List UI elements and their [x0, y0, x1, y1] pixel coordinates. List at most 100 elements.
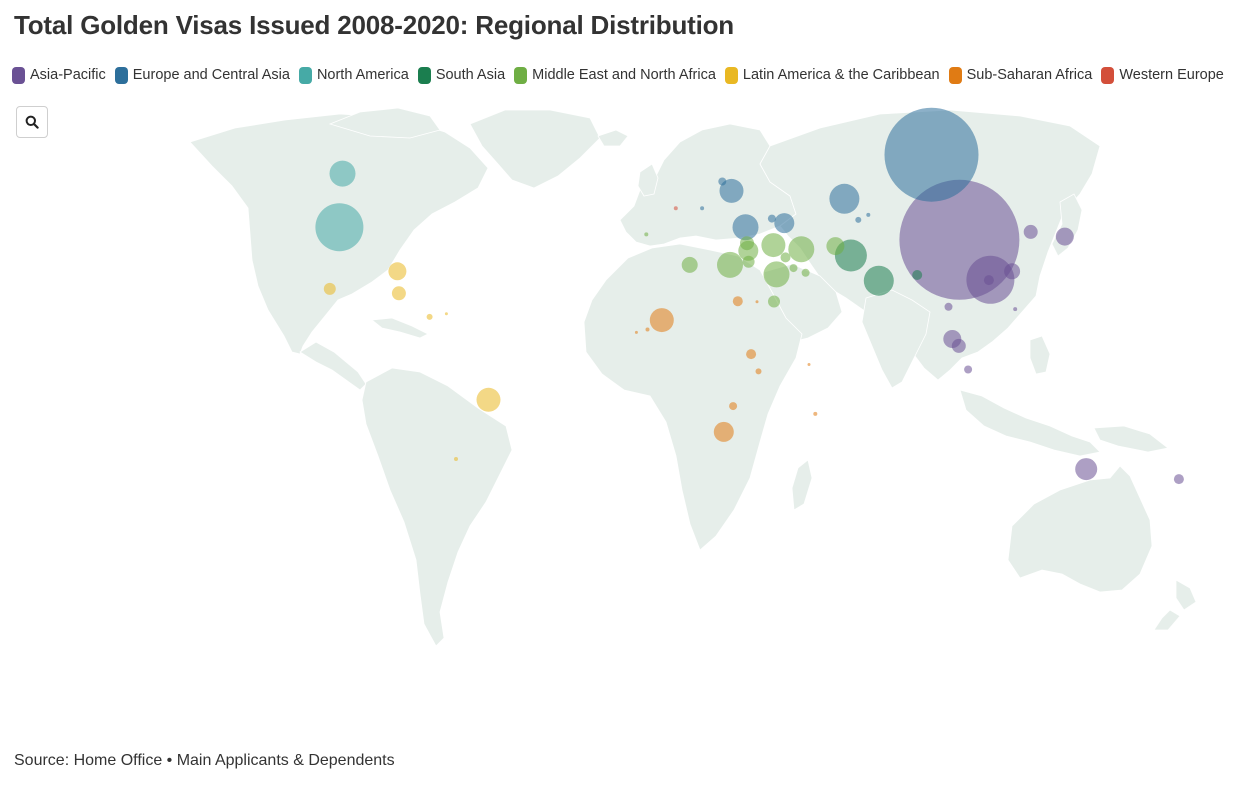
legend-swatch [948, 66, 962, 84]
map-bubble[interactable] [774, 213, 795, 234]
map-bubble[interactable] [813, 411, 818, 416]
map-bubble[interactable] [755, 368, 762, 375]
map-bubble[interactable] [964, 365, 973, 374]
map-bubble[interactable] [315, 203, 364, 252]
map-bubble[interactable] [1023, 224, 1038, 239]
map-bubble[interactable] [391, 286, 406, 301]
map-bubble[interactable] [649, 308, 674, 333]
map-bubble[interactable] [884, 107, 979, 202]
legend-swatch [298, 66, 312, 84]
map-bubble[interactable] [644, 232, 649, 237]
map-bubble[interactable] [1173, 474, 1184, 485]
map-bubble[interactable] [801, 268, 810, 277]
land-iceland [597, 129, 629, 147]
map-bubble[interactable] [454, 457, 458, 461]
map-bubble[interactable] [855, 216, 862, 223]
land-new-guinea [1093, 425, 1169, 453]
map-bubble[interactable] [983, 275, 994, 286]
land-australia [1007, 465, 1153, 593]
map-bubble[interactable] [476, 387, 501, 412]
map-bubble[interactable] [761, 233, 786, 258]
land-india [861, 289, 931, 389]
legend-swatch [1101, 66, 1115, 84]
map-bubble[interactable] [951, 338, 966, 353]
search-icon [25, 115, 39, 129]
land-british-isles [637, 163, 659, 197]
map-bubble[interactable] [673, 206, 678, 211]
legend-item-western-europe[interactable]: Western Europe [1101, 66, 1224, 84]
map-bubble[interactable] [740, 236, 754, 251]
map-bubble[interactable] [713, 421, 734, 442]
world-map[interactable] [0, 90, 1260, 670]
zoom-button[interactable] [16, 106, 48, 138]
map-bubble[interactable] [1055, 227, 1074, 246]
legend-label: Middle East and North Africa [532, 67, 716, 83]
map-bubble[interactable] [807, 363, 811, 366]
legend-item-middle-east-north-africa[interactable]: Middle East and North Africa [514, 66, 716, 84]
legend-label: Western Europe [1119, 67, 1224, 83]
map-bubble[interactable] [912, 270, 923, 280]
map-bubble[interactable] [826, 237, 845, 256]
map-bubble[interactable] [763, 261, 790, 288]
legend-label: South Asia [435, 67, 506, 83]
land-madagascar [791, 459, 813, 511]
land-layer [189, 107, 1197, 647]
land-new-zealand-south [1153, 609, 1181, 631]
map-bubble[interactable] [1013, 307, 1018, 312]
map-bubble[interactable] [1075, 458, 1098, 481]
map-bubble[interactable] [732, 296, 743, 307]
legend-label: North America [316, 67, 409, 83]
land-greenland [469, 109, 601, 189]
chart-title: Total Golden Visas Issued 2008-2020: Reg… [14, 10, 734, 40]
map-bubble[interactable] [768, 295, 780, 308]
map-bubble[interactable] [755, 300, 759, 304]
legend-label: Latin America & the Caribbean [742, 67, 940, 83]
legend-swatch [514, 66, 528, 84]
map-bubble[interactable] [645, 327, 650, 332]
legend-item-south-asia[interactable]: South Asia [417, 66, 506, 84]
land-southeast-asia [959, 389, 1101, 457]
legend-item-sub-saharan-africa[interactable]: Sub-Saharan Africa [948, 66, 1093, 84]
map-bubble[interactable] [944, 302, 953, 311]
map-bubble[interactable] [717, 251, 743, 278]
land-central-america [299, 341, 367, 391]
source-note: Source: Home Office • Main Applicants & … [14, 752, 395, 769]
map-bubble[interactable] [829, 183, 860, 214]
map-bubble[interactable] [329, 160, 356, 187]
land-new-zealand [1175, 579, 1197, 611]
map-bubble[interactable] [788, 236, 815, 263]
legend-label: Asia-Pacific [30, 67, 106, 83]
legend-item-north-america[interactable]: North America [298, 66, 409, 84]
legend-label: Sub-Saharan Africa [966, 67, 1093, 83]
legend-item-latin-america-caribbean[interactable]: Latin America & the Caribbean [724, 66, 940, 84]
map-bubble[interactable] [700, 206, 705, 211]
map-bubble[interactable] [323, 282, 336, 295]
map-bubble[interactable] [732, 214, 759, 241]
map-bubble[interactable] [729, 402, 738, 411]
map-bubble[interactable] [746, 349, 757, 360]
map-bubble[interactable] [681, 256, 698, 273]
map-bubble[interactable] [444, 312, 448, 316]
legend-swatch [114, 66, 128, 84]
map-bubble[interactable] [780, 252, 791, 263]
legend-swatch [417, 66, 431, 84]
land-south-america [361, 367, 513, 647]
map-bubble[interactable] [767, 214, 776, 223]
map-bubble[interactable] [388, 262, 407, 281]
map-bubble[interactable] [1004, 263, 1021, 280]
legend-swatch [12, 66, 25, 84]
map-bubble[interactable] [719, 178, 744, 203]
legend: Asia-Pacific Europe and Central Asia Nor… [12, 64, 1233, 86]
map-bubble[interactable] [718, 177, 727, 186]
map-bubble[interactable] [426, 313, 433, 320]
map-bubble[interactable] [866, 212, 871, 217]
land-africa [583, 243, 803, 551]
legend-item-asia-pacific[interactable]: Asia-Pacific [12, 66, 106, 84]
legend-item-europe-central-asia[interactable]: Europe and Central Asia [114, 66, 290, 84]
map-bubble[interactable] [863, 265, 894, 296]
land-philippines [1029, 335, 1051, 375]
map-bubble[interactable] [634, 330, 638, 334]
land-arctic-islands [328, 107, 441, 139]
map-bubble[interactable] [789, 264, 798, 273]
map-bubble[interactable] [742, 255, 755, 268]
